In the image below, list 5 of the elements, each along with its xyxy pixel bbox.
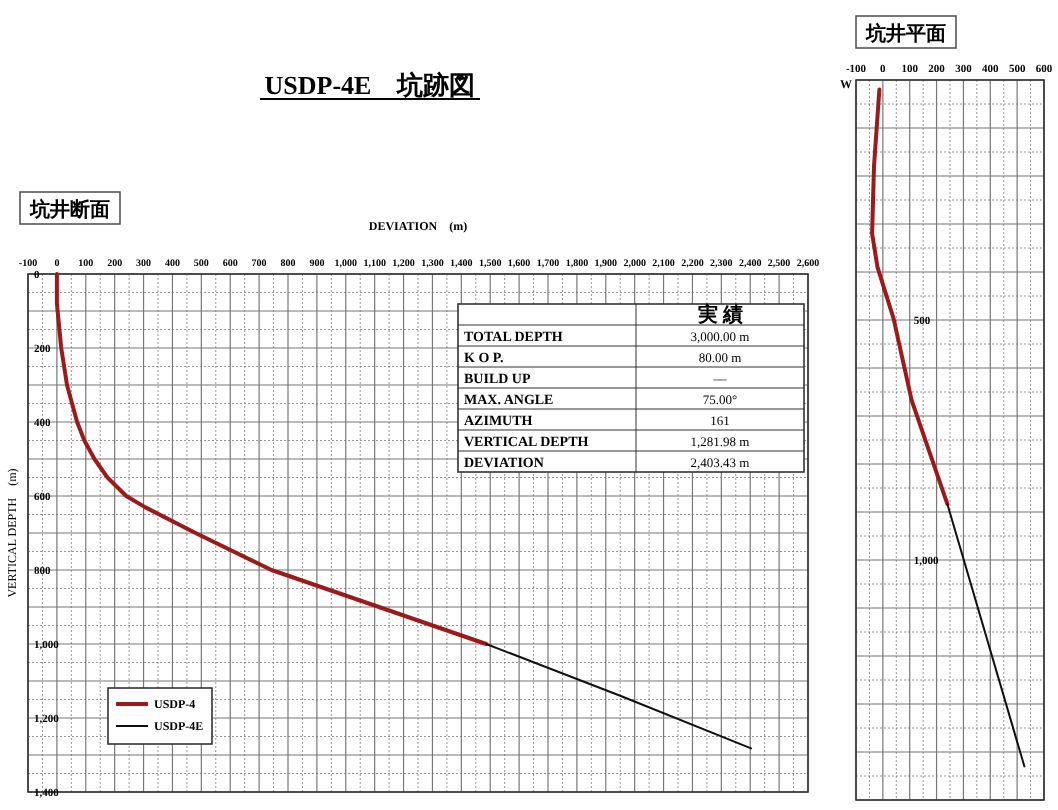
chart-title: USDP-4E 坑跡図 (264, 70, 476, 100)
line-series (870, 87, 950, 506)
chart-subtitle: 坑井平面 (864, 22, 946, 46)
chart-subtitle: 坑井断面 (28, 198, 110, 222)
annotation: 実 績 (695, 303, 743, 327)
